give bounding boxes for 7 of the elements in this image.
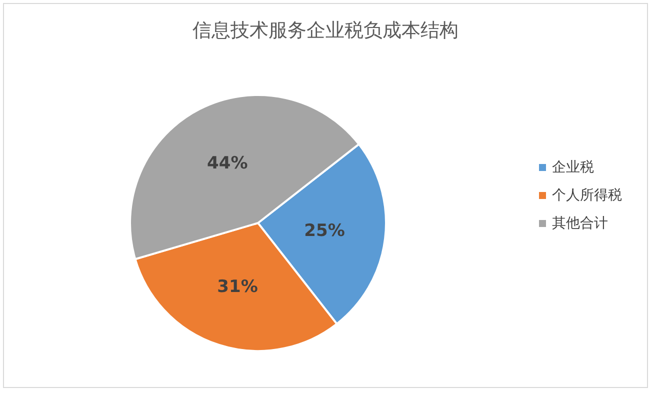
chart-title: 信息技术服务企业税负成本结构 [192, 20, 458, 42]
legend-label: 企业税 [552, 160, 594, 176]
data-label: 44% [207, 153, 248, 174]
data-label: 31% [217, 276, 258, 297]
legend-label: 个人所得税 [552, 188, 622, 204]
legend-label: 其他合计 [552, 216, 608, 232]
data-label: 25% [304, 221, 345, 242]
